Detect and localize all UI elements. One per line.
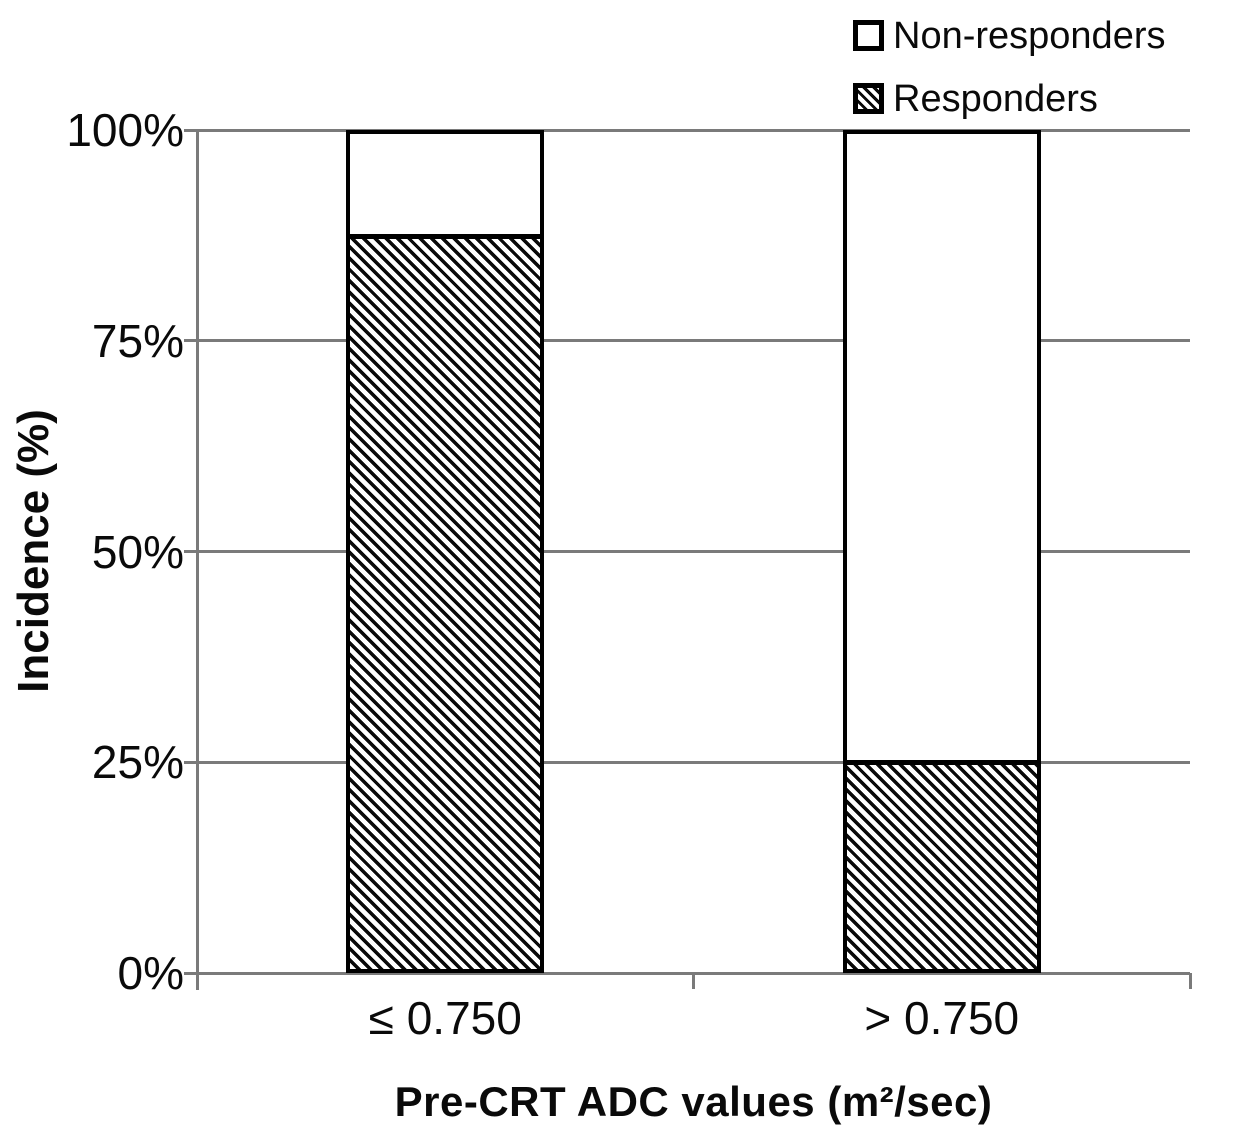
gridline-50%	[197, 550, 1190, 553]
x-tick-0	[195, 973, 199, 989]
x-tick-2	[1188, 973, 1192, 989]
responders-segment-≤ 0.750	[350, 234, 541, 969]
bar-> 0.750	[842, 130, 1041, 973]
y-tick-label-100%: 100%	[66, 104, 184, 156]
legend: Non-responders Responders	[853, 4, 1165, 130]
y-axis-tick-labels: 0% 25% 50% 75% 100%	[0, 107, 184, 996]
y-tick-label-0%: 0%	[117, 947, 184, 999]
y-tick-100%	[184, 128, 197, 132]
y-axis-title: Incidence (%)	[9, 409, 58, 693]
non-responders-swatch-icon	[853, 20, 884, 51]
y-tick-0%	[184, 971, 197, 975]
y-tick-label-50%: 50%	[91, 525, 184, 578]
y-tick-75%	[184, 339, 197, 343]
y-tick-label-75%: 75%	[91, 314, 184, 367]
plot-area	[184, 128, 1192, 990]
bar-≤ 0.750	[346, 130, 545, 973]
x-axis-title: Pre-CRT ADC values (m²/sec)	[394, 1078, 993, 1125]
y-tick-25%	[184, 760, 197, 764]
gridline-25%	[197, 760, 1190, 764]
responders-segment-> 0.750	[846, 760, 1037, 969]
y-tick-50%	[184, 550, 197, 553]
y-tick-label-25%: 25%	[91, 736, 184, 789]
legend-label-non-responders: Non-responders	[893, 14, 1166, 57]
legend-label-responders: Responders	[893, 77, 1098, 120]
x-tick-label-> 0.750: > 0.750	[864, 992, 1020, 1044]
gridline-75%	[197, 339, 1190, 343]
legend-item-non-responders: Non-responders	[853, 4, 1165, 67]
gridline-100%	[197, 128, 1190, 132]
x-axis-tick-labels: ≤ 0.750 > 0.750	[197, 995, 1190, 1055]
responders-swatch-icon	[853, 83, 884, 114]
x-tick-1	[692, 973, 695, 989]
legend-item-responders: Responders	[853, 67, 1165, 130]
x-tick-label-≤ 0.750: ≤ 0.750	[368, 992, 522, 1044]
y-axis-line	[196, 130, 199, 990]
